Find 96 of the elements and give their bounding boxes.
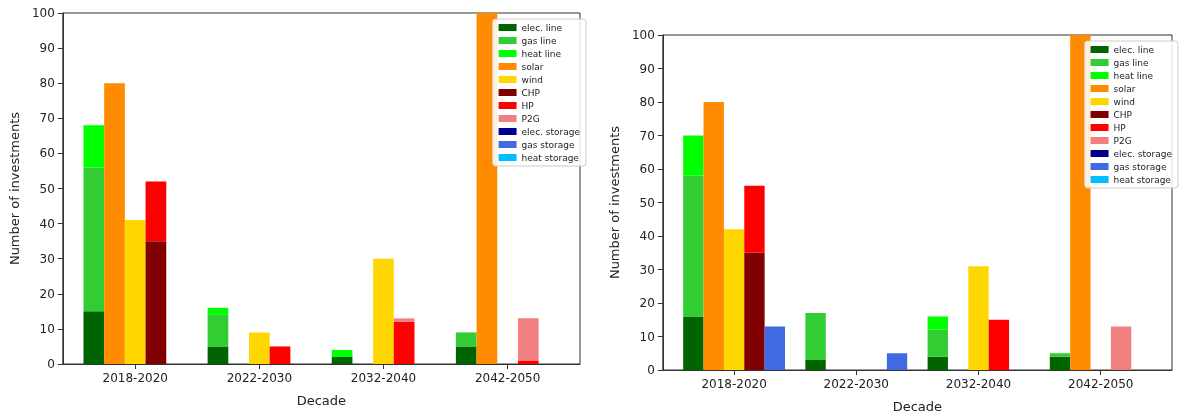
bar — [683, 175, 704, 317]
bar — [83, 311, 105, 364]
x-tick-label: 2018-2020 — [701, 377, 767, 391]
bar — [124, 220, 146, 364]
x-tick-label: 2032-2040 — [350, 371, 417, 385]
legend-label: elec. line — [521, 22, 563, 33]
x-tick-label: 2018-2020 — [102, 371, 168, 385]
bar — [331, 349, 353, 357]
legend-label: gas storage — [521, 139, 575, 150]
bar — [393, 321, 415, 364]
legend-label: heat storage — [521, 152, 580, 163]
bar — [373, 258, 394, 364]
legend-label: elec. storage — [1113, 148, 1173, 159]
y-tick-label: 40 — [39, 216, 55, 231]
legend-label: gas storage — [1113, 161, 1167, 172]
y-tick-label: 10 — [639, 329, 655, 344]
y-tick-label: 80 — [39, 76, 55, 91]
legend-label: P2G — [1113, 135, 1132, 146]
y-tick-label: 20 — [39, 286, 55, 301]
x-tick-label: 2042-2050 — [474, 371, 541, 385]
legend-label: CHP — [1113, 109, 1133, 120]
bar — [886, 353, 908, 370]
legend-label: heat line — [1113, 70, 1154, 81]
bar — [517, 318, 539, 361]
y-tick-label: 40 — [639, 229, 655, 243]
y-tick-label: 50 — [39, 181, 55, 196]
bar — [1049, 353, 1071, 357]
x-tick-label: 2032-2040 — [945, 377, 1012, 391]
bar — [145, 181, 167, 242]
x-tick-label: 2022-2030 — [226, 371, 293, 385]
legend-label: P2G — [521, 113, 540, 124]
y-tick-label: 90 — [39, 41, 55, 56]
y-tick-label: 100 — [31, 6, 55, 20]
y-tick-label: 60 — [639, 162, 655, 176]
bar — [968, 266, 989, 370]
legend-label: gas line — [521, 35, 558, 46]
legend-label: solar — [1113, 83, 1136, 94]
bar — [331, 356, 353, 364]
bar — [207, 346, 229, 364]
y-tick-label: 50 — [639, 195, 655, 210]
bar — [683, 135, 704, 176]
legend-label: gas line — [1113, 57, 1150, 68]
bar — [455, 332, 477, 347]
y-tick-label: 0 — [47, 357, 55, 371]
legend-label: HP — [1113, 122, 1127, 133]
bar — [927, 329, 948, 357]
y-tick-label: 80 — [639, 95, 655, 109]
bar — [927, 316, 948, 330]
legend-label: heat line — [521, 48, 562, 59]
y-axis-title: Number of investments — [607, 125, 622, 280]
bar — [683, 316, 704, 370]
bar — [723, 229, 745, 370]
bar — [1110, 326, 1132, 370]
bar — [269, 346, 291, 364]
y-tick-label: 70 — [639, 128, 655, 143]
bar — [1049, 356, 1071, 370]
y-tick-label: 10 — [39, 321, 55, 336]
legend-label: CHP — [521, 87, 541, 98]
y-tick-label: 100 — [631, 28, 655, 42]
y-tick-label: 60 — [39, 146, 55, 161]
bar — [764, 326, 786, 370]
bar — [455, 346, 477, 364]
x-axis-title: Decade — [296, 393, 347, 408]
legend-label: elec. storage — [521, 126, 581, 137]
bar — [805, 313, 826, 360]
bar — [393, 318, 415, 322]
bar — [207, 314, 229, 347]
y-tick-label: 30 — [39, 251, 55, 266]
bar — [927, 356, 948, 370]
legend-label: HP — [521, 100, 535, 111]
legend-label: heat storage — [1113, 174, 1172, 185]
y-tick-label: 90 — [639, 61, 655, 76]
bar — [517, 360, 539, 364]
legend-label: wind — [1113, 96, 1135, 107]
y-tick-label: 70 — [39, 111, 55, 126]
bar — [145, 241, 167, 364]
legend-label: solar — [521, 61, 544, 72]
y-tick-label: 0 — [647, 363, 655, 377]
bar — [744, 252, 765, 370]
bar — [703, 102, 724, 370]
x-axis-title: Decade — [892, 399, 943, 414]
x-tick-label: 2022-2030 — [823, 377, 890, 391]
legend-label: elec. line — [1113, 44, 1155, 55]
bar — [805, 359, 826, 370]
y-tick-label: 20 — [639, 296, 655, 310]
y-tick-label: 30 — [639, 262, 655, 277]
bar — [207, 307, 229, 315]
x-tick-label: 2042-2050 — [1068, 377, 1134, 391]
bar — [744, 185, 765, 253]
y-axis-title: Number of investments — [7, 111, 22, 266]
bar — [248, 332, 270, 364]
bar — [83, 167, 105, 312]
legend-label: wind — [521, 74, 543, 85]
bar — [988, 319, 1010, 370]
bar — [104, 83, 125, 364]
bar — [83, 125, 105, 168]
